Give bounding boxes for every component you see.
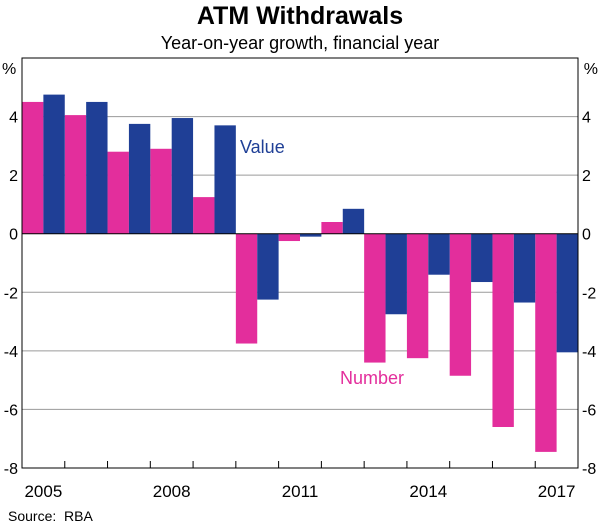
bar-value-2005 [43, 94, 65, 234]
y-tick-label-right: -6 [582, 402, 596, 419]
chart-title: ATM Withdrawals [196, 2, 404, 30]
bar-value-2007 [128, 123, 151, 234]
bar-value-2016 [513, 233, 536, 303]
bar-number-2006 [64, 115, 87, 234]
bar-number-2012 [321, 222, 343, 234]
bar-value-2017 [556, 233, 578, 353]
value-series-label: Value [240, 137, 285, 157]
y-tick-label-left: -4 [4, 344, 18, 361]
bar-value-2013 [385, 233, 407, 315]
y-tick-label-right: -4 [582, 344, 596, 361]
y-tick-label-left: -2 [4, 285, 18, 302]
plot-frame [21, 57, 579, 469]
bar-value-2014 [428, 233, 450, 275]
bar-number-2017 [535, 233, 557, 452]
y-tick-label-left: 4 [9, 110, 18, 127]
y-tick-label-right: 0 [582, 227, 591, 244]
y-tick-label-left: -8 [4, 461, 18, 478]
y-axis-unit-right: % [584, 61, 598, 78]
y-tick-label-right: 2 [582, 168, 591, 185]
bar-number-2014 [406, 233, 429, 359]
source-label: Source: [8, 508, 57, 524]
y-tick-label-right: -2 [582, 285, 596, 302]
x-tick-label: 2008 [153, 482, 191, 501]
y-axis-unit-left: % [2, 61, 16, 78]
bar-number-2009 [193, 197, 215, 234]
x-ticks [64, 461, 536, 468]
bar-number-2007 [107, 151, 129, 234]
bar-number-2015 [449, 233, 472, 376]
x-tick-label: 2011 [282, 482, 319, 501]
x-tick-label: 2017 [538, 482, 576, 501]
chart-subtitle: Year-on-year growth, financial year [160, 33, 440, 53]
bar-value-2010 [257, 233, 279, 300]
bar-number-2011 [278, 233, 300, 242]
bar-number-2005 [22, 101, 44, 234]
y-tick-label-left: 0 [9, 227, 18, 244]
bar-value-2006 [86, 101, 108, 234]
bar-value-2011 [300, 233, 322, 237]
source-value: RBA [64, 508, 93, 524]
source-note: Source: RBA [8, 508, 93, 524]
x-tick-labels: 2005 2008 2011 2014 2017 [24, 482, 575, 501]
y-tick-label-right: 4 [582, 110, 591, 127]
y-tick-labels: -8 -8 -6 -6 -4 -4 -2 -2 0 0 2 2 4 4 [4, 110, 597, 478]
bar-number-2008 [150, 148, 172, 234]
bars-group [22, 94, 578, 452]
x-tick-label: 2014 [409, 482, 447, 501]
number-series-label: Number [340, 368, 404, 388]
y-tick-label-left: 2 [9, 168, 18, 185]
bar-number-2016 [492, 233, 514, 427]
bar-number-2013 [364, 233, 386, 363]
bar-value-2015 [471, 233, 493, 283]
x-tick-label: 2005 [24, 482, 62, 501]
bar-number-2010 [235, 233, 258, 344]
y-tick-label-right: -8 [582, 461, 596, 478]
bar-value-2008 [171, 118, 194, 234]
bar-value-2009 [214, 125, 236, 234]
y-tick-label-left: -6 [4, 402, 18, 419]
bar-value-2012 [342, 208, 365, 234]
